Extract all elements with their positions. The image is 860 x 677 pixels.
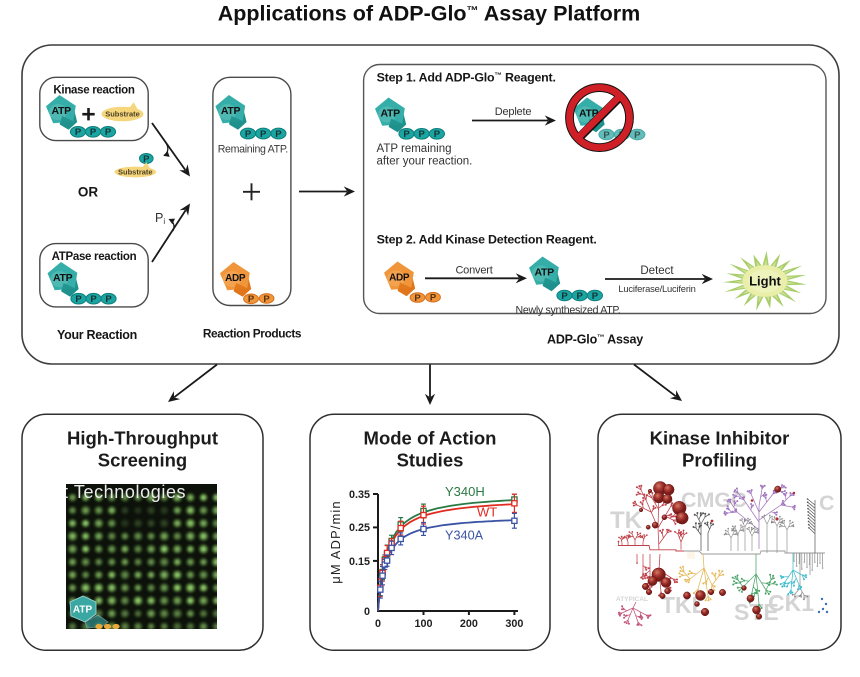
svg-text:Profiling: Profiling xyxy=(682,450,757,471)
svg-text:P: P xyxy=(263,294,270,305)
svg-text:ATP: ATP xyxy=(381,107,401,119)
svg-text:P: P xyxy=(105,127,112,138)
svg-text:0: 0 xyxy=(364,606,370,618)
svg-text:ADP-Glo™ Assay: ADP-Glo™ Assay xyxy=(547,333,643,347)
svg-text:ATP: ATP xyxy=(221,105,241,117)
svg-text:P: P xyxy=(434,129,441,140)
svg-text:P: P xyxy=(414,293,421,304)
svg-text:Substrate: Substrate xyxy=(118,168,153,177)
svg-text:ATP: ATP xyxy=(535,266,555,278)
svg-text:P: P xyxy=(561,291,568,302)
svg-text:Y340A: Y340A xyxy=(445,529,484,543)
svg-text:0: 0 xyxy=(375,618,381,630)
svg-text:WT: WT xyxy=(477,505,497,520)
svg-text:C: C xyxy=(819,491,835,515)
svg-text:P: P xyxy=(143,154,150,165)
svg-text:300: 300 xyxy=(505,618,523,630)
svg-text:0.15: 0.15 xyxy=(349,556,370,568)
svg-text:P: P xyxy=(90,294,97,305)
svg-text:P: P xyxy=(419,129,426,140)
svg-text:t Technologies: t Technologies xyxy=(63,482,186,502)
svg-text:0.25: 0.25 xyxy=(349,522,370,534)
svg-text:Luciferase/Luciferin: Luciferase/Luciferin xyxy=(618,283,695,294)
svg-text:P: P xyxy=(634,130,641,141)
svg-text:ATP: ATP xyxy=(73,605,93,616)
svg-text:Pi: Pi xyxy=(155,211,165,226)
svg-text:TK: TK xyxy=(610,507,643,534)
svg-text:P: P xyxy=(90,127,97,138)
svg-text:μM ADP/min: μM ADP/min xyxy=(328,500,343,584)
svg-text:Substrate: Substrate xyxy=(105,110,140,119)
svg-text:P: P xyxy=(248,294,255,305)
svg-text:P: P xyxy=(260,129,267,140)
svg-text:100: 100 xyxy=(414,618,432,630)
svg-text:ATP: ATP xyxy=(52,105,72,117)
svg-text:P: P xyxy=(75,294,82,305)
svg-text:Convert: Convert xyxy=(455,265,492,277)
svg-text:OR: OR xyxy=(78,185,99,200)
svg-text:ATP: ATP xyxy=(53,272,73,284)
svg-text:Kinase reaction: Kinase reaction xyxy=(53,85,134,97)
svg-text:ATYPICAL: ATYPICAL xyxy=(616,596,648,603)
svg-text:Applications of ADP-Glo™ Assay: Applications of ADP-Glo™ Assay Platform xyxy=(218,2,641,26)
svg-text:Screening: Screening xyxy=(98,450,187,471)
svg-text:ADP: ADP xyxy=(225,273,246,284)
svg-text:P: P xyxy=(275,129,282,140)
svg-text:P: P xyxy=(245,129,252,140)
svg-text:200: 200 xyxy=(460,618,478,630)
svg-text:Remaining ATP.: Remaining ATP. xyxy=(218,144,288,156)
svg-text:Light: Light xyxy=(749,274,781,289)
svg-text:High-Throughput: High-Throughput xyxy=(67,428,218,449)
svg-text:ATP remaining: ATP remaining xyxy=(377,143,452,155)
svg-text:P: P xyxy=(403,129,410,140)
svg-text:P: P xyxy=(105,294,112,305)
svg-text:0.35: 0.35 xyxy=(349,489,370,501)
svg-text:Reaction Products: Reaction Products xyxy=(203,327,302,341)
svg-text:CK1: CK1 xyxy=(768,590,814,616)
svg-text:Kinase Inhibitor: Kinase Inhibitor xyxy=(650,428,790,449)
svg-text:ADP: ADP xyxy=(389,272,410,283)
svg-text:Newly synthesized ATP.: Newly synthesized ATP. xyxy=(516,305,621,317)
svg-text:after your reaction.: after your reaction. xyxy=(377,156,473,168)
svg-text:Studies: Studies xyxy=(397,450,464,471)
svg-text:P: P xyxy=(577,291,584,302)
svg-text:P: P xyxy=(430,293,437,304)
svg-text:P: P xyxy=(603,130,610,141)
svg-text:ATP: ATP xyxy=(579,107,599,119)
svg-text:Detect: Detect xyxy=(640,265,674,277)
svg-text:P: P xyxy=(75,127,82,138)
svg-text:Step 1. Add ADP-Glo™ Reagent.: Step 1. Add ADP-Glo™ Reagent. xyxy=(377,71,556,85)
svg-text:Your Reaction: Your Reaction xyxy=(57,328,137,342)
svg-text:Step 2. Add Kinase Detection: Step 2. Add Kinase Detection Reagent. xyxy=(377,233,597,247)
svg-text:Deplete: Deplete xyxy=(495,106,532,118)
svg-text:ATPase reaction: ATPase reaction xyxy=(52,251,137,263)
svg-text:Mode of Action: Mode of Action xyxy=(364,428,497,449)
svg-text:P: P xyxy=(592,291,599,302)
svg-text:Y340H: Y340H xyxy=(445,484,485,499)
